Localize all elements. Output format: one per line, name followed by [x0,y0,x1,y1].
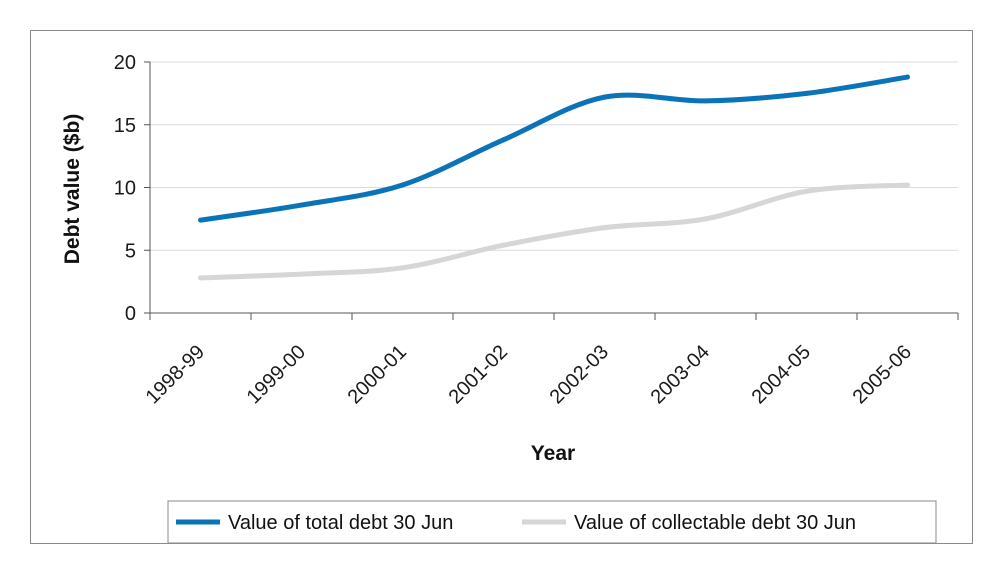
legend-label-total-debt: Value of total debt 30 Jun [228,512,453,534]
data-point [501,242,506,248]
data-point [299,202,304,208]
axes [144,61,959,320]
data-point [703,216,708,222]
data-point [198,217,203,223]
x-axis-title: Year [531,442,575,465]
chart-frame [30,30,973,544]
data-point [905,182,910,188]
data-point [198,275,203,281]
x-tick-label: 1999-00 [243,341,310,408]
y-tick-labels: 0 5 10 15 20 [114,52,136,325]
data-point [400,265,405,271]
y-tick-label: 5 [125,240,136,262]
series-line-total-debt [200,74,908,223]
data-point [400,182,405,188]
data-point [804,90,809,96]
y-axis-title: Debt value ($b) [61,114,84,265]
x-tick-label: 2005-06 [849,341,916,408]
x-tick-label: 2004-05 [748,341,815,408]
data-point [602,225,607,231]
data-point [804,188,809,194]
data-point [501,137,506,143]
y-tick-label: 0 [125,303,136,325]
y-tick-label: 20 [114,52,136,74]
data-point [703,98,708,104]
legend-label-collectable-debt: Value of collectable debt 30 Jun [574,512,856,534]
legend: Value of total debt 30 Jun Value of coll… [167,500,937,544]
x-tick-label: 2002-03 [546,341,613,408]
data-point [602,94,607,100]
y-tick-label: 15 [114,115,136,137]
y-tick-label: 10 [114,178,136,200]
series-line-collectable-debt [200,182,908,281]
x-tick-label: 1998-99 [142,341,209,408]
data-point [905,74,910,80]
series-lines [198,74,910,281]
x-tick-label: 2001-02 [445,341,512,408]
x-tick-label: 2003-04 [647,341,714,408]
data-point [299,271,304,277]
x-tick-labels: 1998-99 1999-00 2000-01 2001-02 2002-03 2003-… [142,341,916,408]
x-tick-label: 2000-01 [344,341,411,408]
